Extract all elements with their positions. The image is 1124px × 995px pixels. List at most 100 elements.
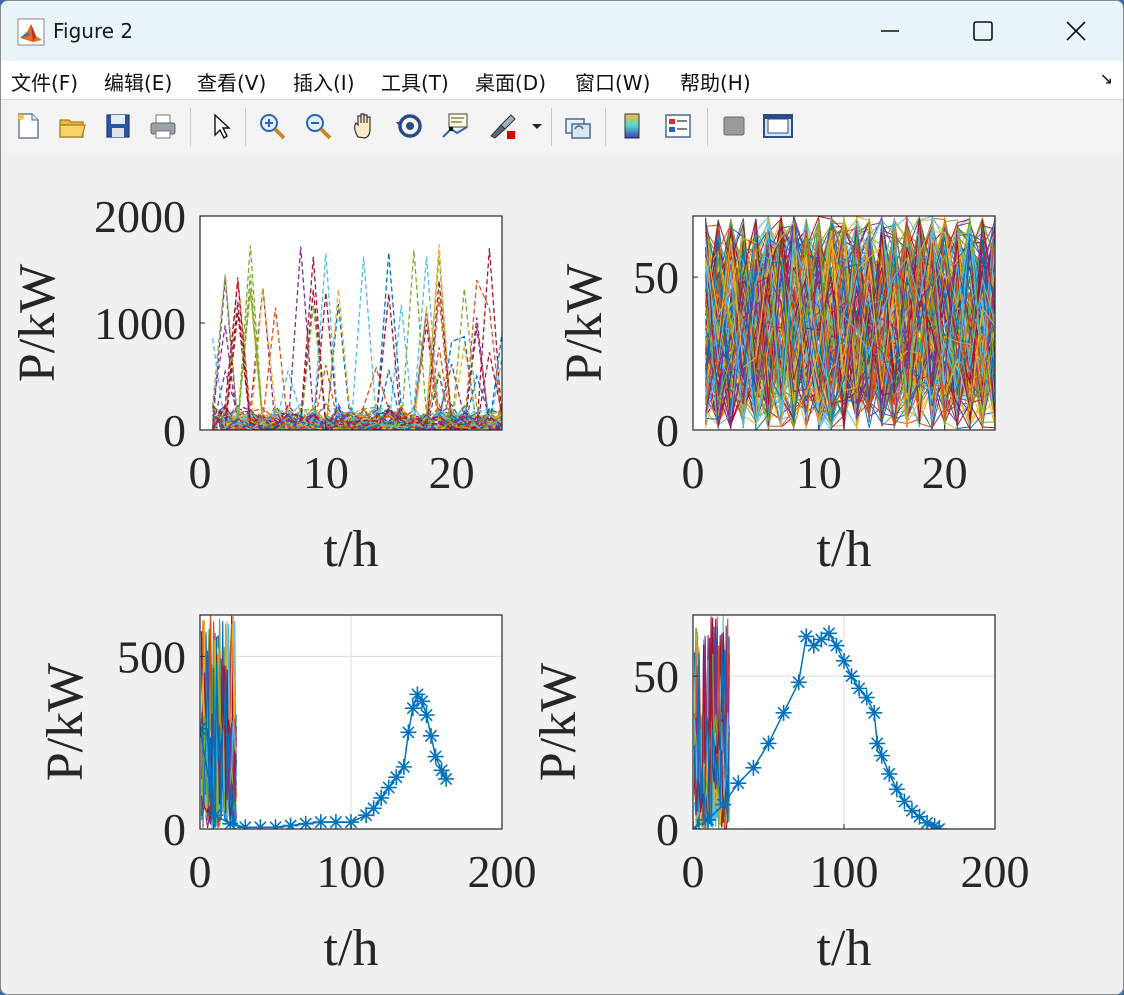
menu-help[interactable]: 帮助(H) (680, 71, 751, 95)
minimize-icon (881, 30, 899, 32)
y-axis-label: P/kW (9, 264, 66, 382)
x-axis-label: t/h (324, 920, 379, 977)
x-tick-label: 10 (796, 447, 842, 498)
data-point-marker (820, 625, 837, 642)
hide-plot-tools-icon[interactable] (717, 109, 751, 143)
data-point-marker (297, 815, 314, 829)
data-point-marker (380, 779, 397, 796)
save-icon[interactable] (101, 109, 135, 143)
print-icon[interactable] (146, 109, 180, 143)
data-point-marker (200, 720, 208, 737)
data-point-marker (798, 628, 815, 645)
x-tick-label: 0 (682, 447, 705, 498)
dock-arrow-icon[interactable]: ↘ (1099, 69, 1113, 88)
data-point-marker (851, 680, 868, 697)
brush-icon[interactable] (485, 109, 519, 143)
data-point-marker (931, 821, 948, 829)
data-point-marker (433, 762, 450, 779)
menu-tools[interactable]: 工具(T) (381, 71, 449, 95)
subplot-2: 0 10 20 0 50 t/h P/kW (556, 215, 996, 578)
close-button[interactable] (1029, 1, 1123, 61)
data-point-marker (730, 775, 747, 792)
data-point-marker (836, 652, 852, 669)
data-point-marker (282, 817, 299, 829)
y-tick-label: 0 (163, 804, 186, 855)
data-point-marker (805, 637, 822, 654)
series-line (705, 216, 995, 418)
data-point-marker (775, 704, 792, 721)
data-point-marker (700, 811, 717, 828)
data-point-marker (715, 796, 732, 813)
menu-bar: 文件(F) 编辑(E) 查看(V) 插入(I) 工具(T) 桌面(D) 窗口(W… (1, 61, 1123, 99)
rotate-3d-icon[interactable] (393, 109, 427, 143)
series-line (705, 222, 995, 423)
toolbar-separator (605, 108, 606, 146)
menu-file[interactable]: 文件(F) (11, 71, 79, 95)
series-line (705, 237, 995, 428)
data-point-marker (267, 819, 284, 829)
series-line (705, 230, 995, 428)
series-line (212, 244, 502, 430)
series-line (212, 255, 502, 430)
axes-background (200, 216, 502, 430)
x-tick-label: 200 (468, 846, 537, 897)
toolbar-separator (551, 108, 552, 146)
toolbar-separator (190, 108, 191, 146)
plot-lines (693, 615, 948, 829)
series-line (212, 335, 502, 430)
series-line (705, 233, 995, 426)
series-line (705, 217, 995, 430)
data-point-marker (237, 819, 254, 829)
colorbar-icon[interactable] (615, 109, 649, 143)
y-tick-label: 1000 (94, 298, 186, 349)
data-point-marker (395, 758, 412, 775)
toolbar-separator (707, 108, 708, 146)
x-axis-label: t/h (817, 920, 872, 977)
y-tick-label: 0 (163, 405, 186, 456)
minimize-button[interactable] (843, 1, 937, 61)
menu-insert[interactable]: 插入(I) (293, 71, 355, 95)
legend-icon[interactable] (661, 109, 695, 143)
figure-toolbar (1, 99, 1123, 155)
x-tick-label: 0 (682, 846, 705, 897)
menu-edit[interactable]: 编辑(E) (104, 71, 173, 95)
data-point-marker (358, 807, 375, 824)
zoom-in-icon[interactable] (255, 109, 289, 143)
data-point-marker (388, 769, 405, 786)
data-point-marker (427, 748, 444, 765)
x-axis-label: t/h (817, 521, 872, 578)
series-line (705, 221, 995, 426)
series-line (212, 364, 502, 430)
data-point-marker (327, 814, 344, 829)
series-line (705, 217, 995, 405)
toolbar-separator (245, 108, 246, 146)
brush-dropdown-arrow[interactable] (527, 109, 547, 143)
pointer-icon[interactable] (203, 109, 237, 143)
subplot-4: 0 100 200 0 50 t/h P/kW (530, 614, 1030, 977)
maximize-button[interactable] (936, 1, 1030, 61)
series-line (211, 338, 502, 430)
menu-window[interactable]: 窗口(W) (575, 71, 651, 95)
data-point-marker (790, 674, 807, 691)
series-line (705, 217, 995, 430)
subplot-3: 0 100 200 0 500 t/h P/kW (37, 614, 537, 977)
menu-view[interactable]: 查看(V) (197, 71, 267, 95)
matlab-logo-icon (17, 18, 45, 46)
data-cursor-icon[interactable] (439, 109, 473, 143)
open-folder-icon[interactable] (55, 109, 89, 143)
plot-lines (211, 244, 502, 430)
x-tick-label: 10 (303, 447, 349, 498)
y-axis-label: P/kW (556, 264, 613, 382)
y-tick-label: 2000 (94, 191, 186, 242)
new-file-icon[interactable] (11, 109, 45, 143)
data-point-marker (373, 789, 390, 806)
series-line (200, 650, 237, 829)
series-line (705, 228, 995, 427)
data-point-marker (828, 637, 845, 654)
zoom-out-icon[interactable] (301, 109, 335, 143)
data-point-marker (926, 817, 943, 829)
menu-desktop[interactable]: 桌面(D) (475, 71, 547, 95)
pan-icon[interactable] (347, 109, 381, 143)
link-plot-icon[interactable] (561, 109, 595, 143)
show-plot-tools-icon[interactable] (761, 109, 795, 143)
